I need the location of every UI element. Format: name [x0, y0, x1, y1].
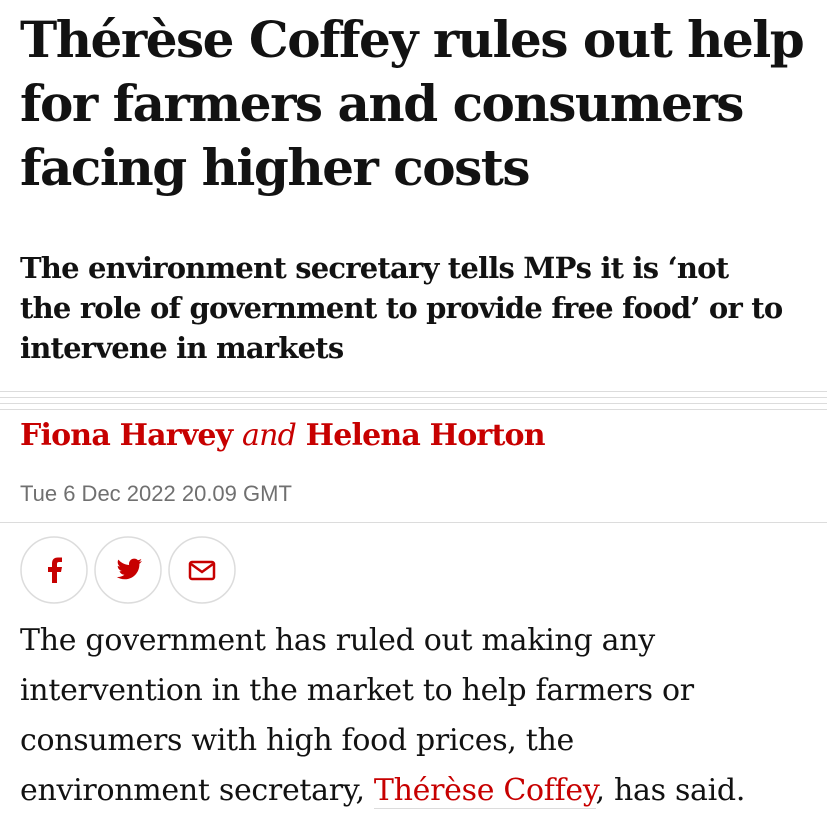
date: Tue 6 Dec 2022 20.09 GMT	[20, 481, 292, 506]
rule	[0, 522, 827, 523]
share-buttons	[20, 536, 236, 604]
author[interactable]: Helena Horton	[305, 418, 546, 453]
share-email[interactable]	[168, 536, 236, 604]
headline-line: facing higher costs	[20, 138, 530, 197]
author[interactable]: Fiona Harvey	[20, 418, 233, 453]
headline-line: Thérèse Coffey rules out help	[20, 10, 805, 69]
rule	[0, 403, 827, 404]
standfirst-line: intervene in markets	[20, 331, 344, 365]
rule	[0, 397, 827, 398]
headline-line: for farmers and consumers	[20, 74, 744, 133]
body-line: consumers with high food prices, the	[20, 723, 575, 758]
body-line: intervention in the market to help farme…	[20, 673, 694, 708]
body-text: environment secretary,	[20, 773, 374, 808]
share-twitter[interactable]	[94, 536, 162, 604]
byline: Fiona Harvey and Helena Horton	[20, 418, 546, 453]
share-facebook[interactable]	[20, 536, 88, 604]
standfirst-line: The environment secretary tells MPs it i…	[20, 251, 729, 285]
body-line: The government has ruled out making any	[20, 623, 655, 658]
byline-conjunction: and	[242, 418, 297, 453]
body-link[interactable]: Thérèse Coffey	[373, 773, 596, 809]
body-line: environment secretary, Thérèse Coffey, h…	[20, 766, 745, 816]
standfirst-line: the role of government to provide free f…	[20, 291, 783, 325]
rule	[0, 391, 827, 392]
rule	[0, 409, 827, 410]
body-text: , has said.	[595, 773, 746, 808]
